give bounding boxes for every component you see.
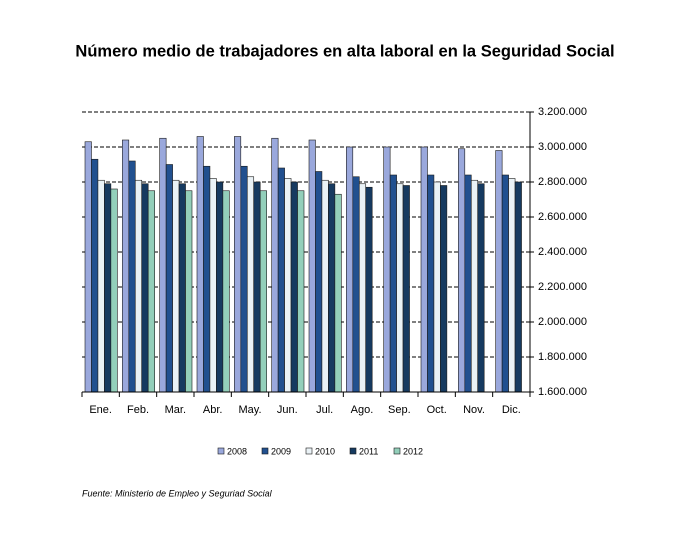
bar [420, 146, 428, 393]
bar [358, 183, 367, 393]
bar [346, 146, 354, 393]
bar [122, 139, 130, 393]
legend-swatch [305, 447, 313, 455]
bar [365, 186, 373, 393]
bar [222, 190, 230, 393]
legend-swatch [261, 447, 269, 455]
bar [203, 165, 211, 393]
bar [396, 183, 404, 393]
bar [514, 181, 522, 393]
bar [334, 193, 342, 393]
y-tick-label: 1.800.000 [538, 351, 587, 363]
legend-label: 2010 [315, 446, 335, 456]
x-tick-label: Jun. [277, 404, 298, 416]
x-tick-label: Ene. [89, 404, 112, 416]
bar [297, 190, 305, 393]
y-tick-label: 3.200.000 [538, 106, 587, 118]
chart-title: Número medio de trabajadores en alta lab… [75, 42, 614, 60]
bar [402, 185, 410, 393]
x-tick-label: Feb. [127, 404, 149, 416]
y-tick-label: 2.200.000 [538, 281, 587, 293]
y-tick-label: 2.800.000 [538, 176, 587, 188]
bar [178, 183, 186, 393]
bar [216, 181, 224, 393]
x-tick-label: Sep. [388, 404, 411, 416]
legend-swatch [349, 447, 357, 455]
bar [271, 137, 279, 393]
bar [185, 190, 193, 393]
legend-label: 2009 [271, 446, 291, 456]
x-tick-label: Ago. [351, 404, 374, 416]
bar [308, 139, 316, 393]
bar [253, 181, 261, 393]
bar [328, 183, 336, 393]
bar [290, 181, 298, 393]
bar [383, 146, 391, 393]
bar [97, 179, 105, 393]
legend-swatch [217, 447, 225, 455]
y-tick-label: 2.400.000 [538, 246, 587, 258]
bar [352, 176, 360, 393]
bar [134, 179, 143, 393]
x-tick-label: Abr. [203, 404, 223, 416]
bar [172, 179, 180, 393]
bar [159, 137, 167, 393]
bar [433, 181, 441, 393]
source-note: Fuente: Ministerio de Empleo y Seguriad … [82, 488, 273, 498]
bar [458, 148, 466, 393]
y-tick-label: 3.000.000 [538, 141, 587, 153]
bar [240, 165, 248, 393]
bar [277, 167, 285, 393]
bar [91, 158, 99, 393]
x-tick-label: Nov. [463, 404, 485, 416]
y-tick-label: 2.600.000 [538, 211, 587, 223]
bar [470, 179, 479, 393]
bar [389, 174, 397, 393]
bar [246, 176, 255, 393]
bar [147, 190, 155, 393]
bar [141, 183, 149, 393]
legend-label: 2008 [227, 446, 247, 456]
bar [477, 183, 485, 393]
bar [234, 136, 242, 393]
bar [196, 136, 204, 393]
bar [209, 178, 217, 393]
bar [259, 190, 267, 393]
bar [84, 141, 92, 393]
x-tick-label: Jul. [316, 404, 333, 416]
bar [321, 179, 329, 393]
bar [128, 160, 136, 393]
x-tick-label: May. [238, 404, 261, 416]
bar [495, 150, 503, 393]
bar [315, 171, 323, 393]
bar [464, 174, 472, 393]
bar [110, 188, 118, 393]
legend-label: 2012 [403, 446, 423, 456]
bar [508, 178, 516, 393]
y-tick-label: 2.000.000 [538, 316, 587, 328]
y-tick-label: 1.600.000 [538, 386, 587, 398]
bar [501, 174, 509, 393]
bar [427, 174, 435, 393]
x-tick-label: Mar. [165, 404, 186, 416]
bar [440, 185, 448, 393]
bar [104, 183, 112, 393]
legend-swatch [393, 447, 401, 455]
bar [284, 178, 292, 393]
x-tick-label: Dic. [502, 404, 521, 416]
bar [165, 164, 173, 393]
x-tick-label: Oct. [427, 404, 447, 416]
legend-label: 2011 [359, 446, 378, 456]
